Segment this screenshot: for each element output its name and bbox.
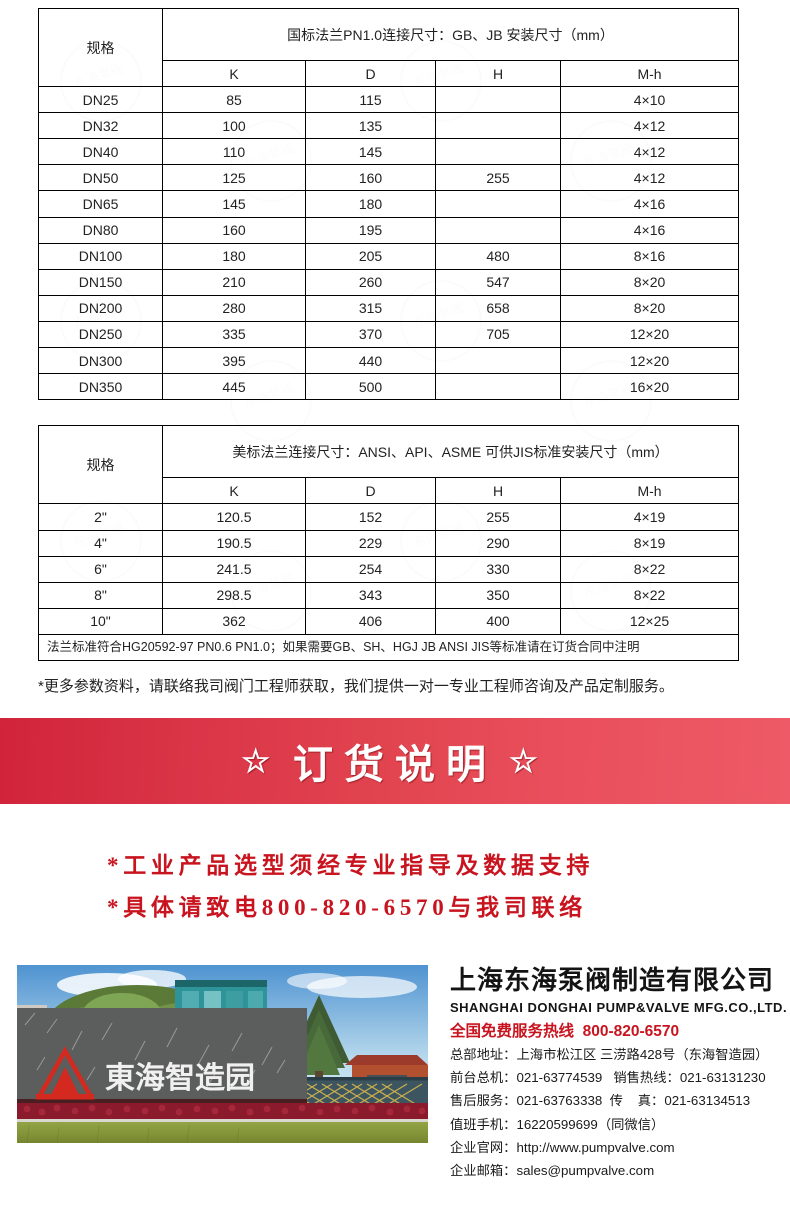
- svg-text:東海智造园: 東海智造园: [105, 1062, 255, 1095]
